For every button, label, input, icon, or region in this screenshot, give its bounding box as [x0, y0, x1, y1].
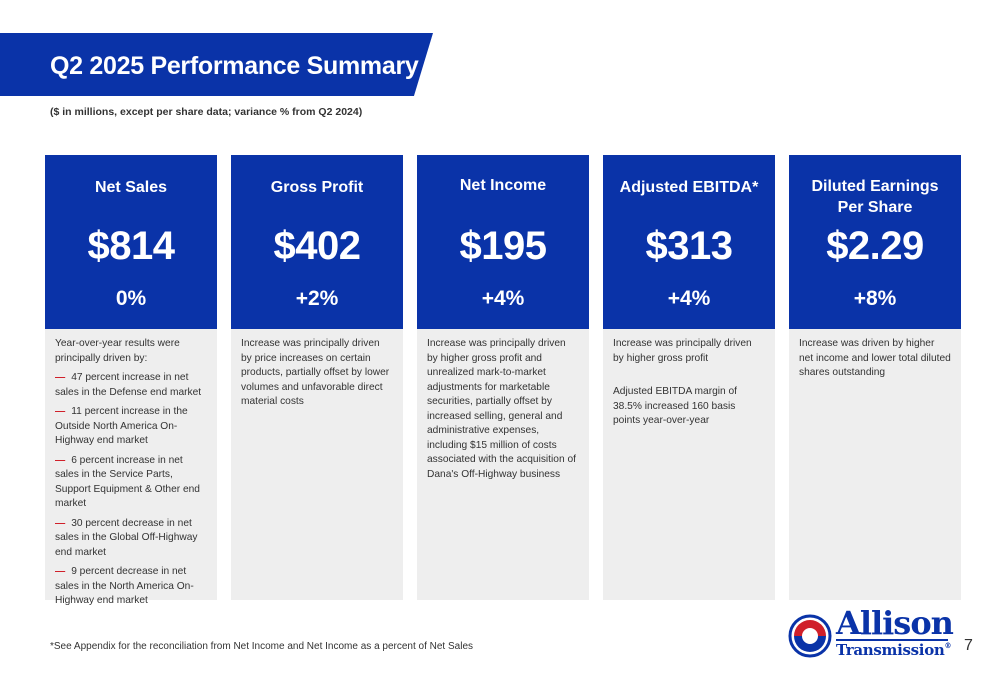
- card-header: Adjusted EBITDA* $313 +4%: [603, 155, 775, 329]
- dash-bullet-icon: —: [55, 517, 66, 529]
- page-title: Q2 2025 Performance Summary: [50, 52, 419, 80]
- card-net-income: Net Income $195 +4% Increase was princip…: [417, 155, 589, 600]
- card-gross-profit: Gross Profit $402 +2% Increase was princ…: [231, 155, 403, 600]
- list-item: —47 percent increase in net sales in the…: [55, 372, 202, 398]
- metric-variance: +2%: [295, 287, 339, 310]
- metric-variance: 0%: [115, 287, 147, 310]
- description-text: Increase was principally driven by price…: [241, 338, 390, 407]
- description-text: Increase was principally driven by highe…: [613, 338, 752, 364]
- card-adjusted-ebitda: Adjusted EBITDA* $313 +4% Increase was p…: [603, 155, 775, 600]
- card-diluted-eps: Diluted Earnings Per Share $2.29 +8% Inc…: [789, 155, 961, 600]
- metric-variance: +8%: [853, 287, 897, 310]
- logo-word-allison: Allison: [836, 604, 954, 642]
- dash-bullet-icon: —: [55, 406, 66, 417]
- metric-variance: +4%: [667, 287, 711, 310]
- metric-value: $313: [645, 224, 733, 268]
- logo-emblem-icon: [788, 614, 832, 658]
- page-number: 7: [964, 637, 973, 654]
- logo-word-transmission: Transmission®: [836, 641, 952, 659]
- card-description: Year-over-year results were principally …: [45, 329, 217, 606]
- card-header: Net Income $195 +4%: [417, 155, 589, 329]
- card-description: Increase was principally driven by price…: [231, 329, 403, 600]
- card-header: Diluted Earnings Per Share $2.29 +8%: [789, 155, 961, 329]
- card-description: Increase was principally driven by highe…: [417, 329, 589, 600]
- card-header: Gross Profit $402 +2%: [231, 155, 403, 329]
- card-description: Increase was driven by higher net income…: [789, 329, 961, 600]
- card-header: Net Sales $814 0%: [45, 155, 217, 329]
- metric-value: $402: [273, 224, 361, 268]
- list-item: —11 percent increase in the Outside Nort…: [55, 406, 188, 446]
- page-subtitle: ($ in millions, except per share data; v…: [50, 106, 363, 118]
- bullet-list: —47 percent increase in net sales in the…: [55, 371, 207, 609]
- list-item: —30 percent decrease in net sales in the…: [55, 517, 198, 558]
- metric-value: $195: [459, 224, 547, 268]
- metric-label: Diluted Earnings Per Share: [811, 178, 939, 216]
- metric-label: Net Income: [459, 177, 547, 194]
- description-intro: Year-over-year results were principally …: [55, 338, 180, 364]
- description-text: Increase was principally driven by highe…: [427, 338, 576, 480]
- dash-bullet-icon: —: [55, 372, 66, 383]
- card-description: Increase was principally driven by highe…: [603, 329, 775, 600]
- dash-bullet-icon: —: [55, 566, 66, 577]
- description-text: Increase was driven by higher net income…: [799, 338, 951, 378]
- card-net-sales: Net Sales $814 0% Year-over-year results…: [45, 155, 217, 606]
- title-banner: [0, 33, 433, 96]
- metric-variance: +4%: [481, 287, 525, 310]
- list-item: —9 percent decrease in net sales in the …: [55, 566, 194, 606]
- list-item: —6 percent increase in net sales in the …: [55, 454, 200, 510]
- metric-value: $2.29: [826, 224, 924, 268]
- metric-label: Adjusted EBITDA*: [619, 179, 759, 196]
- allison-transmission-logo: Allison Transmission®: [788, 604, 958, 664]
- metric-value: $814: [87, 224, 175, 268]
- description-text-2: Adjusted EBITDA margin of 38.5% increase…: [613, 386, 738, 426]
- metric-label: Net Sales: [94, 179, 168, 196]
- footnote: *See Appendix for the reconciliation fro…: [50, 641, 474, 652]
- metric-label: Gross Profit: [270, 179, 364, 196]
- dash-bullet-icon: —: [55, 454, 66, 466]
